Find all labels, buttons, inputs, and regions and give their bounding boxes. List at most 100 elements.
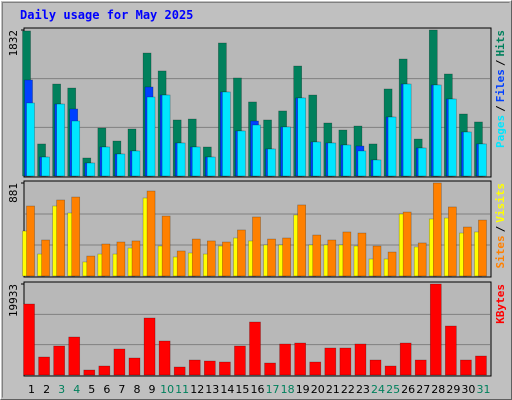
bar xyxy=(146,96,156,177)
bar xyxy=(354,343,367,376)
bar xyxy=(324,347,337,376)
bar xyxy=(176,250,186,277)
bar xyxy=(26,102,35,177)
bar xyxy=(399,342,412,376)
bar xyxy=(237,130,246,177)
x-tick-label: 10 xyxy=(160,383,174,396)
bar xyxy=(56,199,65,277)
bar xyxy=(207,240,216,277)
x-tick-label: 30 xyxy=(461,383,475,396)
x-tick-label: 28 xyxy=(431,383,445,396)
bar xyxy=(312,234,322,277)
x-tick-label: 27 xyxy=(416,383,430,396)
bar xyxy=(101,146,111,177)
bar xyxy=(252,216,261,277)
bar xyxy=(71,196,81,277)
bar xyxy=(143,317,156,376)
bar xyxy=(207,156,216,177)
bar xyxy=(41,156,50,177)
bar xyxy=(282,237,291,277)
bar xyxy=(402,211,412,277)
bar xyxy=(267,148,276,177)
bar xyxy=(234,345,246,376)
legend-separator: / xyxy=(494,105,507,112)
bar xyxy=(417,242,427,277)
x-tick-label: 15 xyxy=(235,383,249,396)
bar xyxy=(357,150,367,177)
bar xyxy=(372,245,382,277)
bar xyxy=(460,359,472,376)
x-tick-label: 7 xyxy=(118,383,125,396)
bar xyxy=(448,98,457,177)
x-tick-label: 8 xyxy=(133,383,140,396)
bar xyxy=(38,356,50,376)
bar xyxy=(297,97,306,177)
bar xyxy=(222,241,231,277)
bar xyxy=(463,131,472,177)
legend-separator: / xyxy=(494,59,507,66)
legend-separator: / xyxy=(494,225,507,232)
bar xyxy=(369,359,382,376)
bar xyxy=(357,232,367,277)
bar xyxy=(131,150,141,177)
bar xyxy=(264,362,276,376)
bar xyxy=(429,283,442,376)
bar xyxy=(56,103,65,177)
bar xyxy=(219,361,231,376)
x-tick-label: 21 xyxy=(326,383,340,396)
legend-label: Sites xyxy=(494,235,507,268)
bar xyxy=(342,144,352,177)
x-tick-label: 20 xyxy=(311,383,325,396)
bar xyxy=(161,94,171,177)
bar xyxy=(432,84,442,177)
bar xyxy=(432,182,442,277)
bar xyxy=(128,357,141,376)
x-tick-label: 31 xyxy=(476,383,490,396)
y-tick-label: 881 xyxy=(7,183,20,203)
bar xyxy=(83,369,96,376)
bar xyxy=(267,238,276,277)
x-tick-label: 24 xyxy=(371,383,385,396)
legend-label: KBytes xyxy=(494,284,507,324)
bar xyxy=(161,215,171,277)
bar xyxy=(204,360,216,376)
bar xyxy=(68,336,81,376)
bar xyxy=(23,303,35,376)
bar xyxy=(191,238,201,277)
x-tick-label: 9 xyxy=(149,383,156,396)
bar xyxy=(384,365,397,376)
x-tick-label: 2 xyxy=(43,383,50,396)
bar xyxy=(71,120,81,177)
bar xyxy=(101,243,111,277)
x-tick-label: 22 xyxy=(341,383,355,396)
bar xyxy=(448,206,457,277)
bar xyxy=(131,240,141,277)
x-tick-label: 17 xyxy=(266,383,280,396)
bar xyxy=(282,126,291,177)
x-tick-label: 11 xyxy=(175,383,189,396)
bar xyxy=(309,361,322,376)
y-tick-label: 19933 xyxy=(7,284,20,317)
bar xyxy=(414,359,427,376)
bar xyxy=(173,366,186,376)
bar xyxy=(249,321,261,376)
y-tick-label: 1832 xyxy=(7,30,20,57)
bar xyxy=(463,226,472,277)
legend-label: Files xyxy=(494,69,507,102)
bar xyxy=(342,231,352,277)
bar xyxy=(116,241,126,277)
bar xyxy=(279,343,291,376)
x-tick-label: 13 xyxy=(205,383,219,396)
legend: KBytes xyxy=(494,284,507,324)
x-tick-label: 6 xyxy=(103,383,110,396)
bar xyxy=(53,345,65,376)
bar xyxy=(98,365,111,376)
bar xyxy=(297,204,306,277)
bar xyxy=(445,325,457,376)
bar xyxy=(478,143,487,177)
bar xyxy=(222,91,231,177)
legend-label: Pages xyxy=(494,115,507,148)
x-tick-label: 14 xyxy=(220,383,234,396)
